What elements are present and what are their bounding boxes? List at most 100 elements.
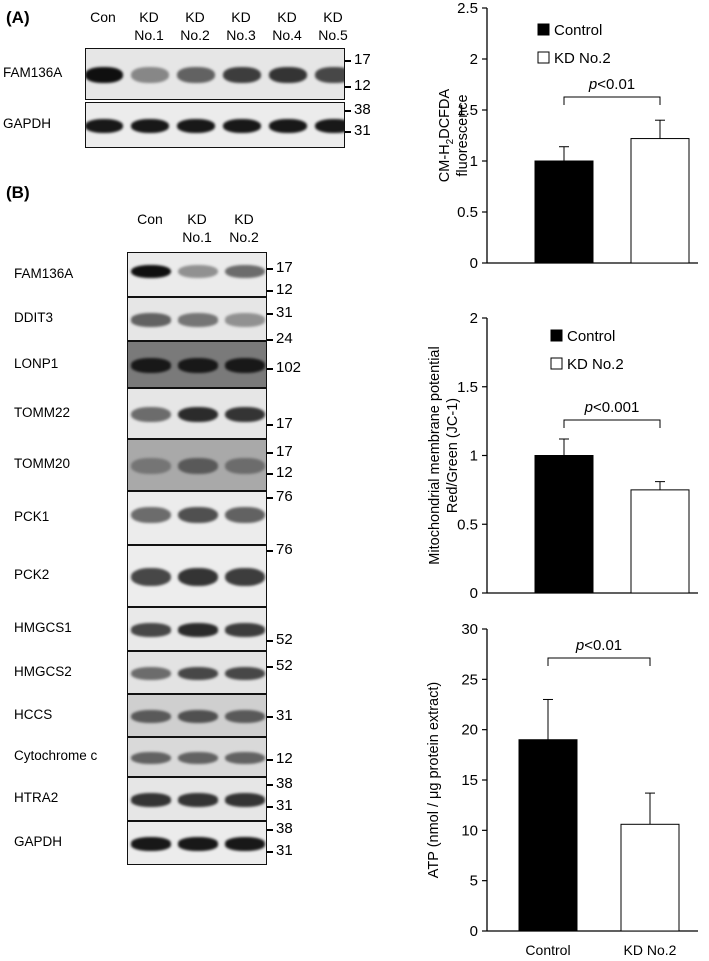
lane-label: Con bbox=[90, 9, 116, 25]
band bbox=[225, 710, 265, 723]
marker-label: 38 bbox=[276, 820, 293, 837]
y-axis-label: Red/Green (JC-1) bbox=[445, 398, 461, 513]
lane-label: KD No.2 bbox=[180, 9, 210, 43]
lane-label: Con bbox=[137, 211, 163, 227]
p-value: <0.001 bbox=[593, 399, 639, 416]
marker-tick bbox=[267, 784, 273, 786]
band bbox=[131, 752, 171, 764]
band bbox=[178, 406, 218, 423]
y-tick-label: 2 bbox=[470, 51, 478, 68]
marker-label: 76 bbox=[276, 488, 293, 505]
band bbox=[86, 67, 123, 83]
marker-tick bbox=[345, 86, 351, 88]
band bbox=[131, 313, 171, 327]
blot-strip bbox=[127, 545, 267, 607]
band bbox=[178, 506, 218, 524]
legend-swatch bbox=[550, 329, 563, 342]
protein-label: PCK1 bbox=[14, 509, 50, 524]
legend-swatch bbox=[537, 51, 550, 64]
y-label-part: DCFDA bbox=[437, 88, 453, 138]
marker-tick bbox=[267, 716, 273, 718]
y-tick-label: 2 bbox=[470, 310, 478, 327]
band bbox=[131, 837, 171, 851]
marker-tick bbox=[267, 424, 273, 426]
band bbox=[225, 264, 265, 279]
marker-label: 31 bbox=[276, 797, 293, 814]
protein-label: PCK2 bbox=[14, 567, 50, 582]
legend-label: Control bbox=[567, 328, 615, 345]
p-value: <0.01 bbox=[597, 76, 635, 93]
marker-tick bbox=[267, 290, 273, 292]
band bbox=[225, 752, 265, 764]
bar bbox=[620, 823, 680, 932]
y-tick-label: 0 bbox=[470, 923, 478, 940]
legend-label: KD No.2 bbox=[567, 356, 624, 373]
marker-label: 76 bbox=[276, 541, 293, 558]
marker-tick bbox=[267, 452, 273, 454]
y-tick-label: 1 bbox=[470, 448, 478, 465]
band bbox=[225, 837, 265, 851]
panel-b-letter: (B) bbox=[6, 183, 30, 202]
band bbox=[178, 667, 218, 680]
marker-label: 12 bbox=[276, 750, 293, 767]
legend-label: KD No.2 bbox=[554, 50, 611, 67]
marker-tick bbox=[345, 131, 351, 133]
y-tick-label: 5 bbox=[470, 873, 478, 890]
y-tick-label: 0 bbox=[470, 585, 478, 602]
marker-label: 12 bbox=[354, 77, 371, 94]
band bbox=[131, 667, 171, 680]
band bbox=[178, 623, 218, 637]
category-label: KD No.2 bbox=[624, 942, 677, 958]
legend-label: Control bbox=[554, 22, 602, 39]
marker-tick bbox=[267, 806, 273, 808]
p-symbol: p bbox=[584, 399, 593, 416]
bar bbox=[534, 455, 594, 594]
marker-label: 38 bbox=[276, 775, 293, 792]
band bbox=[131, 406, 171, 423]
protein-label: TOMM22 bbox=[14, 404, 71, 420]
y-tick-label: 1.5 bbox=[457, 102, 478, 119]
band bbox=[177, 119, 215, 133]
lane-label: KD No.3 bbox=[226, 9, 256, 43]
marker-tick bbox=[267, 313, 273, 315]
y-tick-label: 1 bbox=[470, 153, 478, 170]
band bbox=[131, 119, 169, 133]
blot-strip bbox=[127, 491, 267, 545]
y-tick-label: 0.5 bbox=[457, 516, 478, 533]
y-tick-label: 0.5 bbox=[457, 204, 478, 221]
marker-label: 31 bbox=[276, 304, 293, 321]
band bbox=[178, 358, 218, 373]
y-tick-label: 20 bbox=[461, 722, 478, 739]
marker-tick bbox=[267, 473, 273, 475]
blot-strip bbox=[85, 102, 345, 148]
band bbox=[131, 506, 171, 524]
category-label: Control bbox=[525, 942, 570, 958]
marker-tick bbox=[267, 268, 273, 270]
band bbox=[225, 358, 265, 373]
y-label-part: CM-H bbox=[437, 144, 453, 182]
blot-strip bbox=[85, 48, 345, 100]
p-value: <0.01 bbox=[584, 637, 622, 654]
protein-label: HMGCS2 bbox=[14, 663, 72, 679]
y-axis-label: Mitochondrial membrane potential bbox=[427, 346, 443, 564]
marker-tick bbox=[345, 60, 351, 62]
protein-label: HTRA2 bbox=[14, 790, 59, 805]
marker-label: 52 bbox=[276, 657, 293, 674]
blot-strip bbox=[127, 297, 267, 341]
band bbox=[178, 837, 218, 851]
band bbox=[225, 567, 265, 587]
significance-bracket bbox=[563, 419, 661, 428]
blot-strip bbox=[127, 252, 267, 297]
legend-swatch bbox=[537, 23, 550, 36]
y-tick-label: 1.5 bbox=[457, 379, 478, 396]
band bbox=[225, 667, 265, 680]
chart-e: 0 5 10 15 20 25 30 p<0.01 ATP (nmol / μg protein… bbox=[426, 621, 698, 958]
marker-tick bbox=[267, 851, 273, 853]
significance-label: p<0.001 bbox=[584, 399, 640, 416]
y-axis-label: fluorescence bbox=[455, 94, 471, 176]
protein-label: HCCS bbox=[14, 706, 53, 722]
band bbox=[225, 458, 265, 474]
marker-tick bbox=[345, 110, 351, 112]
marker-label: 31 bbox=[354, 122, 371, 139]
